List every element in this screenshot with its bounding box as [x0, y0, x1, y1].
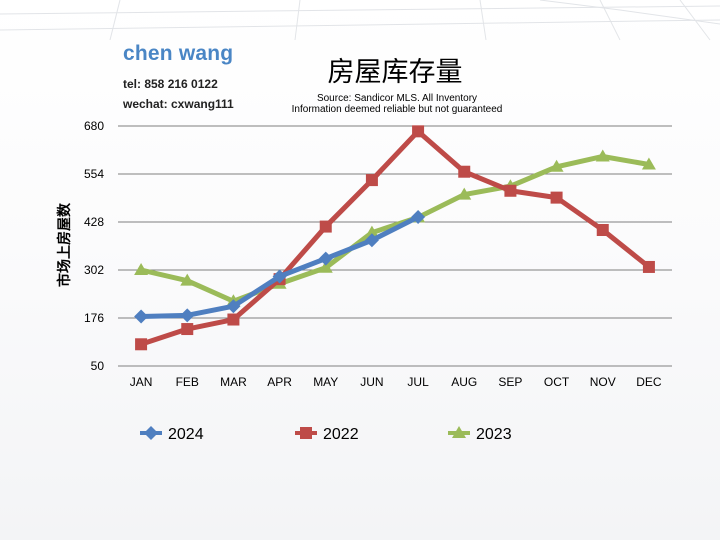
agent-name: chen wang [123, 42, 234, 65]
x-tick-label: JUN [360, 375, 383, 389]
legend-marker [452, 426, 466, 438]
x-axis-ticks: JAN FEB MAR APR MAY JUN JUL AUG SEP OCT NOV DEC [130, 375, 662, 389]
x-tick-label: MAR [220, 375, 247, 389]
data-point-2024-may [318, 251, 333, 266]
gridlines [118, 125, 672, 367]
series [134, 125, 656, 351]
agent-wechat: wechat: cxwang111 [123, 97, 234, 111]
data-point-2023-nov [595, 149, 610, 162]
y-tick-label: 554 [84, 167, 104, 181]
legend-marker [300, 427, 312, 439]
x-tick-label: OCT [544, 375, 570, 389]
data-point-2023-jan [134, 263, 149, 275]
data-point-2022-dec [642, 260, 655, 273]
legend-item-2024: 2024 [140, 426, 204, 443]
data-point-2024-jun [364, 233, 379, 248]
y-tick-label: 50 [91, 359, 105, 373]
y-tick-label: 176 [84, 311, 104, 325]
legend-label: 2024 [168, 426, 204, 443]
y-tick-label: 428 [84, 215, 104, 229]
x-tick-label: MAY [313, 375, 338, 389]
data-point-2022-sep [504, 184, 517, 197]
x-tick-label: AUG [451, 375, 477, 389]
data-point-2023-aug [457, 187, 472, 200]
data-point-2023-may [318, 260, 333, 273]
data-point-2024-feb [180, 308, 195, 323]
data-point-2024-mar [226, 299, 241, 314]
x-tick-label: NOV [590, 375, 616, 389]
legend: 2024 2022 2023 [140, 426, 512, 443]
data-point-2024-apr [272, 269, 287, 284]
legend-label: 2022 [323, 426, 359, 443]
series-2024 [134, 210, 426, 324]
data-point-2022-may [319, 220, 332, 233]
legend-marker [144, 426, 158, 440]
x-tick-label: DEC [636, 375, 662, 389]
data-point-2023-feb [180, 273, 195, 286]
y-axis-ticks: 50 176 302 428 554 680 [84, 119, 104, 373]
y-axis-label: 市场上房屋数 [56, 202, 73, 287]
data-point-2024-jan [134, 309, 149, 324]
data-point-2022-aug [458, 165, 471, 178]
x-tick-label: JUL [407, 375, 429, 389]
data-point-2022-jan [135, 338, 148, 351]
agent-phone: tel: 858 216 0122 [123, 77, 218, 91]
x-tick-label: APR [267, 375, 292, 389]
data-point-2022-feb [181, 323, 194, 336]
data-point-2022-oct [550, 191, 563, 204]
chart-title: 房屋库存量 [327, 57, 463, 88]
data-point-2022-jun [365, 174, 378, 187]
data-point-2022-jul [412, 125, 425, 138]
data-point-2024-jul [411, 210, 426, 225]
series-line-2022 [138, 128, 652, 347]
y-tick-label: 302 [84, 263, 104, 277]
data-point-2023-jun [364, 225, 379, 238]
x-tick-label: SEP [498, 375, 522, 389]
x-tick-label: FEB [176, 375, 199, 389]
y-tick-label: 680 [84, 119, 104, 133]
x-tick-label: JAN [130, 375, 153, 389]
source-line-1: Source: Sandicor MLS. All Inventory [316, 93, 478, 104]
series-2022 [135, 125, 655, 351]
data-point-2023-dec [641, 157, 656, 170]
series-line-2023 [138, 153, 652, 304]
data-point-2022-mar [227, 313, 240, 326]
legend-label: 2023 [476, 426, 512, 443]
source-line-2: Information deemed reliable but not guar… [291, 104, 503, 115]
data-point-2023-oct [549, 159, 564, 172]
data-point-2022-nov [596, 224, 609, 236]
legend-item-2022: 2022 [295, 426, 359, 443]
legend-item-2023: 2023 [448, 426, 512, 443]
